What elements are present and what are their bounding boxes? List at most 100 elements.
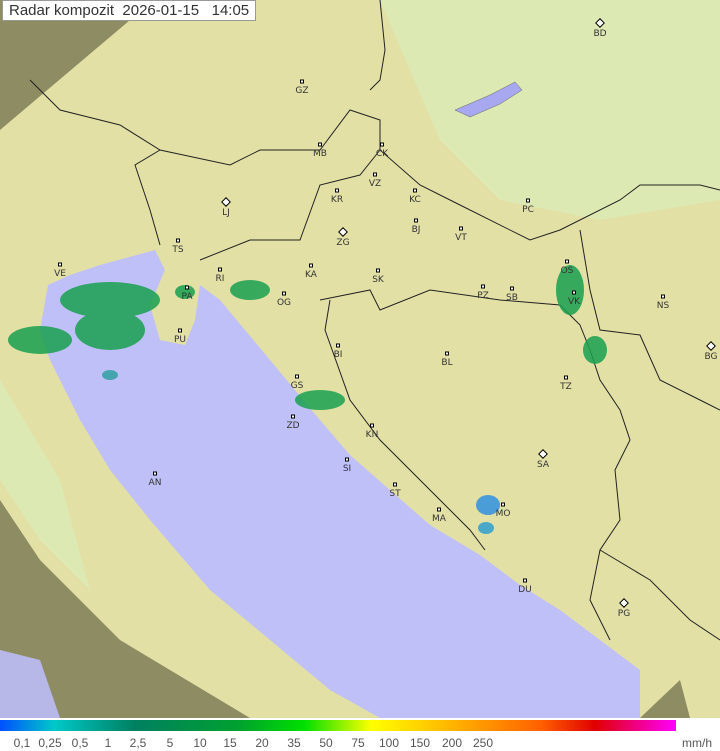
city-label: TS — [171, 245, 183, 255]
city-label: MA — [432, 514, 447, 524]
city-label: ZD — [286, 421, 299, 431]
legend-label: 150 — [409, 736, 431, 750]
city-marker-ma — [437, 507, 441, 512]
precipitation-legend: 0,1 0,25 0,5 1 2,5 5 10 15 20 35 50 75 100 150 200 250 … — [0, 718, 720, 751]
city-marker-tz — [564, 375, 568, 380]
adriatic-sea — [40, 250, 640, 718]
legend-label: 0,1 — [13, 736, 31, 750]
city-label: BJ — [412, 225, 421, 235]
legend-label: 100 — [378, 736, 400, 750]
city-label: SB — [506, 293, 518, 303]
city-marker-og — [282, 291, 286, 296]
city-marker-mo — [501, 502, 505, 507]
city-marker-bd — [595, 18, 605, 28]
legend-label: 20 — [255, 736, 269, 750]
city-label: BI — [334, 350, 343, 360]
echo — [295, 390, 345, 410]
city-label: PZ — [477, 291, 489, 301]
city-marker-pa — [185, 285, 189, 290]
city-label: GZ — [295, 86, 308, 96]
city-label: VT — [455, 233, 467, 243]
city-label: BL — [441, 358, 452, 368]
city-marker-ns — [661, 294, 665, 299]
city-marker-ts — [176, 238, 180, 243]
city-marker-sa — [538, 449, 548, 459]
lake-balaton — [454, 81, 523, 118]
city-label: VK — [568, 297, 581, 307]
tyrrhenian-sea — [0, 650, 60, 718]
echo — [478, 522, 494, 534]
city-marker-sb — [510, 286, 514, 291]
city-marker-du — [523, 578, 527, 583]
echo — [476, 495, 500, 515]
city-label: AN — [149, 478, 162, 488]
city-marker-pc — [526, 198, 530, 203]
city-marker-pu — [178, 328, 182, 333]
city-label: PG — [618, 609, 630, 619]
city-marker-an — [153, 471, 157, 476]
echo — [230, 280, 270, 300]
borders — [29, 0, 720, 641]
city-label: KC — [409, 195, 421, 205]
city-marker-kn — [370, 423, 374, 428]
city-marker-gs — [295, 374, 299, 379]
legend-label: 10 — [193, 736, 207, 750]
city-label: PC — [522, 205, 534, 215]
city-label: ST — [389, 489, 401, 499]
legend-unit: mm/h — [682, 736, 712, 750]
echo — [75, 310, 145, 350]
echo — [102, 370, 118, 380]
legend-label: 75 — [351, 736, 365, 750]
city-label: KA — [305, 270, 318, 280]
legend-label: 1 — [104, 736, 112, 750]
city-label: LJ — [222, 208, 230, 218]
echo — [556, 265, 584, 315]
city-marker-vk — [572, 290, 576, 295]
city-label: DU — [518, 585, 532, 595]
legend-label: 0,5 — [71, 736, 89, 750]
city-label: NS — [657, 301, 670, 311]
city-markers: BD GZ MB CK VZ KR KC PC LJ ZG BJ VT TS KA SK VE RI PA OG PZ… — [54, 18, 718, 619]
legend-label: 5 — [166, 736, 174, 750]
city-label: SA — [537, 460, 550, 470]
city-marker-ka — [309, 263, 313, 268]
legend-label: 15 — [223, 736, 237, 750]
city-label: PA — [181, 292, 193, 302]
legend-label: 250 — [472, 736, 494, 750]
echo — [175, 285, 195, 299]
city-marker-mb — [318, 142, 322, 147]
city-label: TZ — [559, 382, 572, 392]
city-marker-bl — [445, 351, 449, 356]
city-marker-vz — [373, 172, 377, 177]
city-marker-pg — [619, 598, 629, 608]
color-scale-bar — [0, 720, 676, 731]
city-label: KN — [366, 430, 379, 440]
city-marker-bj — [414, 218, 418, 223]
city-marker-bg — [706, 341, 716, 351]
city-label: CK — [376, 149, 389, 159]
city-marker-bi — [336, 343, 340, 348]
city-marker-kr — [335, 188, 339, 193]
city-label: SK — [372, 275, 385, 285]
city-marker-si — [345, 457, 349, 462]
city-label: PU — [174, 335, 186, 345]
city-label: VE — [54, 269, 66, 279]
city-label: MO — [496, 509, 511, 519]
city-marker-vt — [459, 226, 463, 231]
legend-label: 35 — [287, 736, 301, 750]
legend-label: 50 — [319, 736, 333, 750]
city-label: KR — [331, 195, 343, 205]
radar-map: BD GZ MB CK VZ KR KC PC LJ ZG BJ VT TS KA SK VE RI PA OG PZ… — [0, 0, 720, 718]
city-marker-pz — [481, 284, 485, 289]
echo — [8, 326, 72, 354]
city-label: GS — [291, 381, 304, 391]
city-label: ZG — [336, 238, 349, 248]
city-label: OS — [561, 266, 574, 276]
city-label: SI — [343, 464, 351, 474]
city-label: VZ — [369, 179, 381, 189]
city-marker-st — [393, 482, 397, 487]
city-label: BG — [705, 352, 718, 362]
map-title: Radar kompozit 2026-01-15 14:05 — [2, 0, 257, 21]
city-label: RI — [216, 274, 225, 284]
